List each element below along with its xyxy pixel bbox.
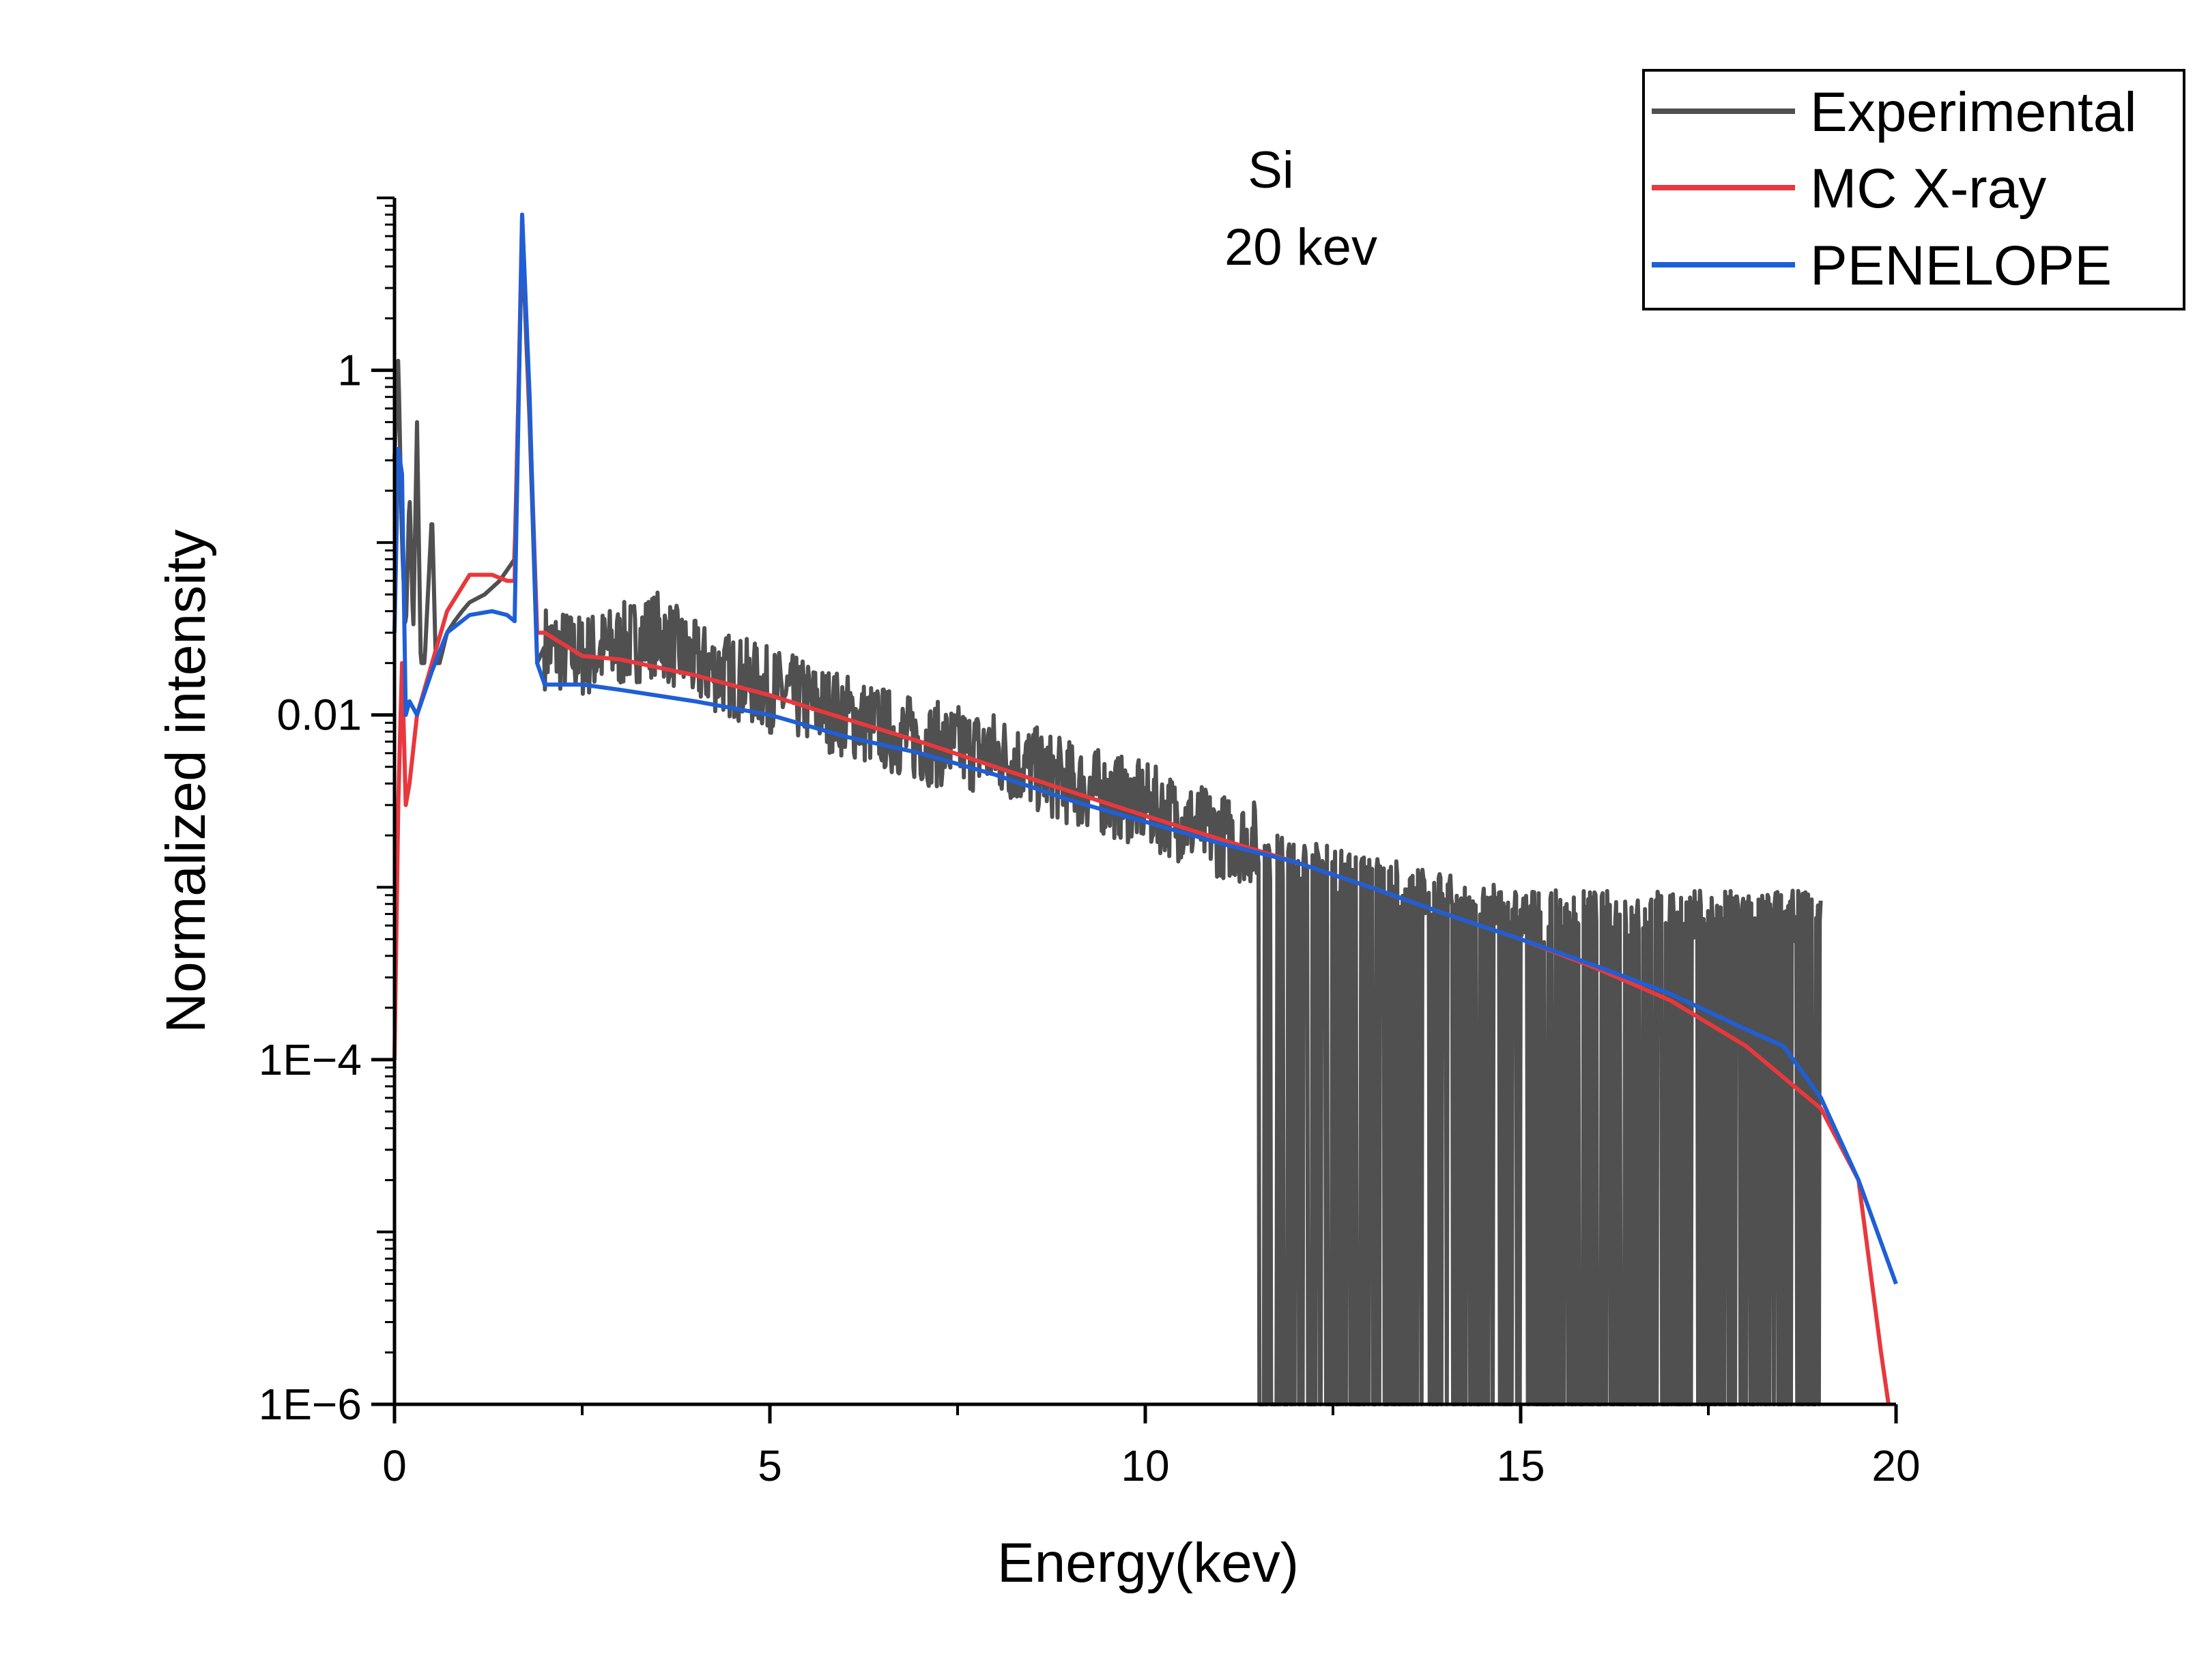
series-line: [392, 241, 1823, 1406]
annotation-energy: 20 kev: [1224, 218, 1377, 276]
series-line: [392, 212, 1898, 1285]
series-layer: [392, 212, 1898, 1406]
y-tick-label: 1E−4: [259, 1035, 362, 1084]
legend-label-mc-x-ray: MC X-ray: [1810, 158, 2046, 220]
series-penelope: [392, 212, 1898, 1285]
y-tick-label: 1: [337, 346, 362, 395]
y-tick-label: 1E−6: [259, 1380, 362, 1429]
x-tick-label: 15: [1496, 1441, 1545, 1490]
series-experimental: [392, 241, 1823, 1406]
x-tick-label: 5: [758, 1441, 782, 1490]
x-axis-title: Energy(kev): [997, 1532, 1299, 1594]
ticks: 0 5 10 15 20 1E−6 1E−4 0.01 1: [259, 197, 1921, 1490]
legend-label-penelope: PENELOPE: [1810, 235, 2112, 297]
annotation-element: Si: [1248, 141, 1294, 199]
y-axis-title: Normalized intensity: [155, 530, 217, 1033]
x-tick-label: 10: [1121, 1441, 1169, 1490]
x-tick-label: 20: [1871, 1441, 1920, 1490]
y-tick-label: 0.01: [276, 691, 362, 740]
legend-label-experimental: Experimental: [1810, 81, 2137, 143]
legend: Experimental MC X-ray PENELOPE: [1642, 69, 2185, 310]
x-tick-label: 0: [382, 1441, 407, 1490]
